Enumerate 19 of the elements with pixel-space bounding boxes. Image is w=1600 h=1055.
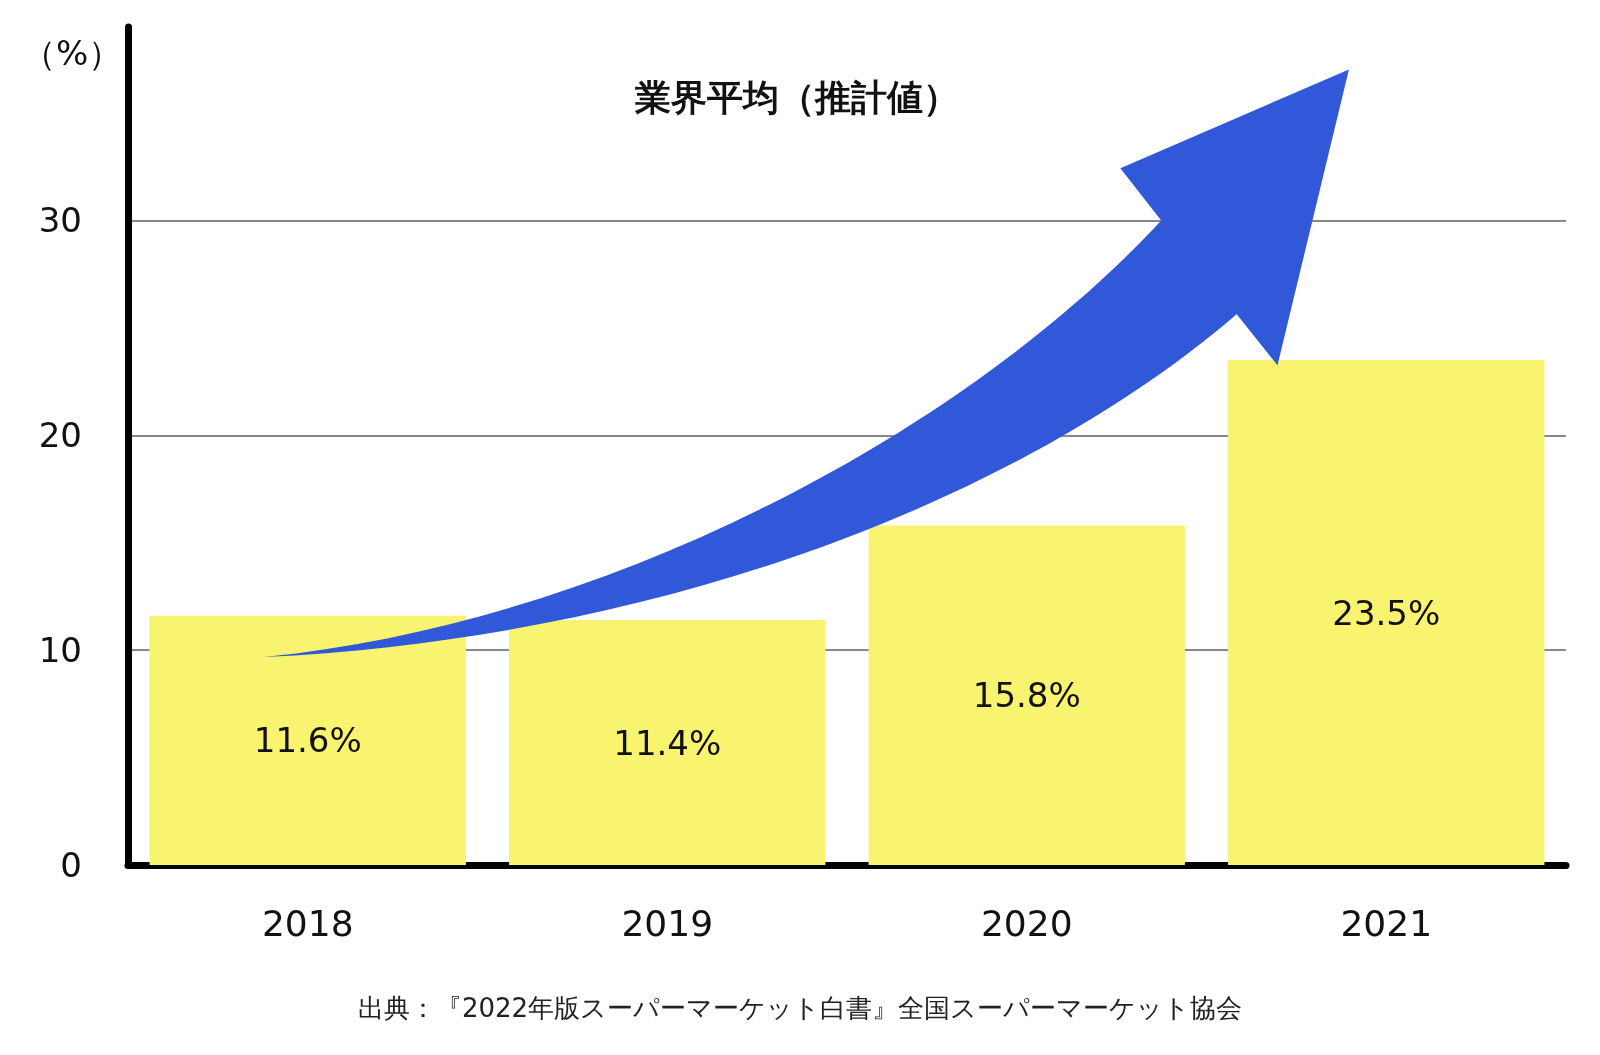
- x-tick-label: 2021: [1340, 902, 1433, 944]
- source-note: 出典：『2022年版スーパーマーケット白書』全国スーパーマーケット協会: [357, 993, 1243, 1023]
- y-tick-label: 0: [60, 845, 82, 885]
- bar: [868, 525, 1185, 865]
- x-tick-label: 2019: [621, 902, 714, 944]
- y-axis-title: （%）: [22, 33, 123, 73]
- x-tick-label: 2018: [261, 902, 354, 944]
- bar: [509, 620, 826, 865]
- y-tick-label: 10: [38, 630, 82, 671]
- y-tick-label: 30: [38, 200, 82, 241]
- x-tick-label: 2020: [980, 902, 1073, 944]
- y-tick-label: 20: [38, 415, 82, 456]
- data-label: 11.6%: [253, 720, 362, 761]
- data-label: 11.4%: [613, 722, 722, 763]
- text: 業界平均（推計値）: [634, 76, 959, 118]
- bar: [149, 615, 466, 865]
- data-label: 23.5%: [1332, 592, 1441, 633]
- data-label: 15.8%: [972, 675, 1081, 716]
- bar: [1228, 360, 1545, 865]
